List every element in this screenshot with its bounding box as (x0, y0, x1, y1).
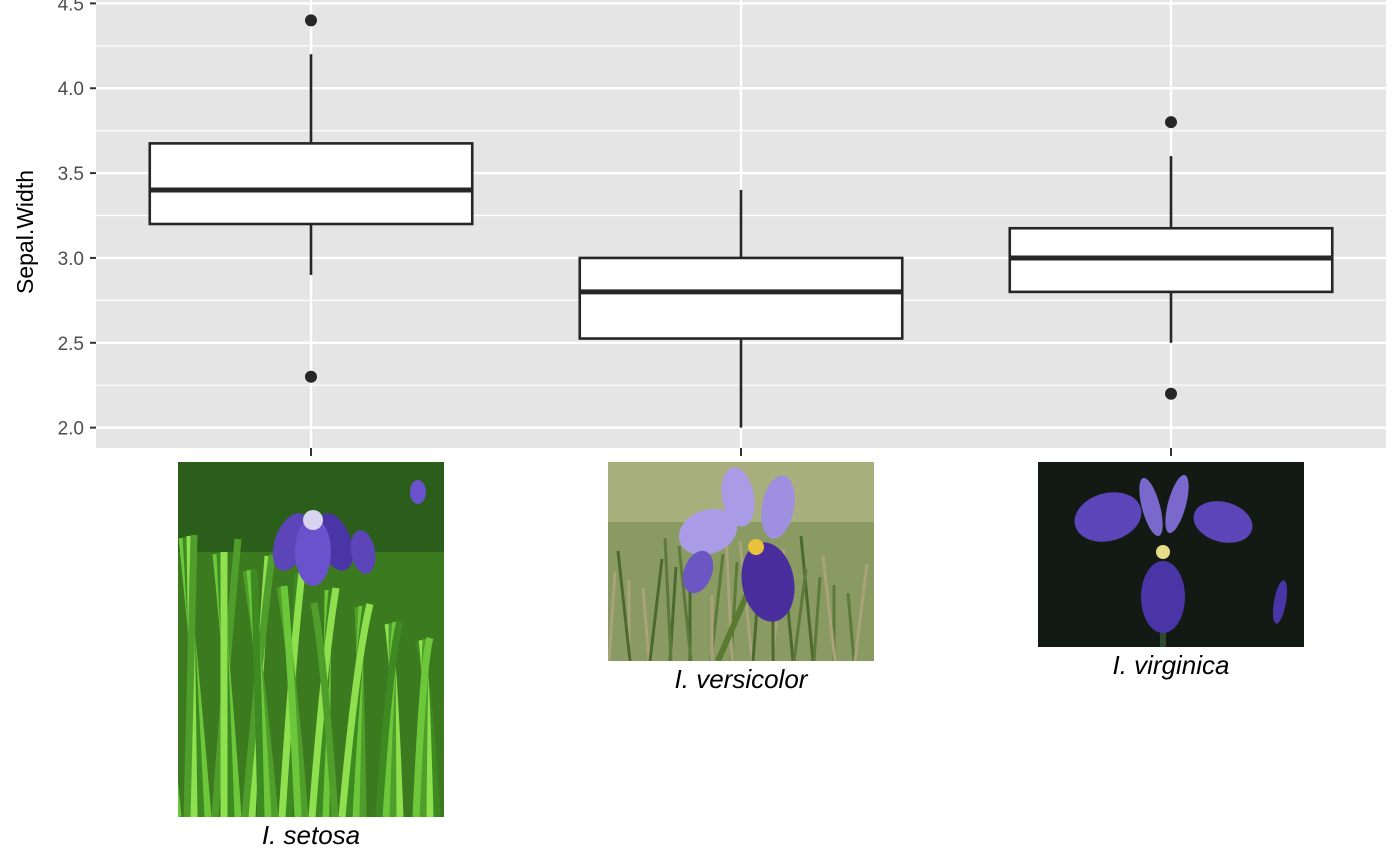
grass-blade (375, 620, 404, 817)
petal (682, 550, 714, 594)
petal (295, 518, 331, 586)
y-tick-label: 3.0 (58, 249, 84, 270)
y-tick-label: 4.0 (58, 79, 84, 100)
x-axis (310, 448, 1172, 456)
grass-blade (183, 534, 198, 817)
category-label-versicolor: I. versicolor (675, 664, 809, 694)
petal (1193, 501, 1253, 543)
iris-versicolor-photo (608, 462, 874, 661)
box-setosa (148, 14, 474, 383)
grass-blade (310, 602, 339, 817)
y-axis-title: Sepal.Width (12, 170, 38, 294)
box-virginica (1008, 116, 1334, 400)
grass-blade (250, 568, 265, 817)
grass-blade (178, 780, 182, 817)
y-tick-label: 2.5 (58, 334, 84, 355)
y-axis: 2.0 2.5 3.0 3.5 4.0 4.5 (58, 0, 96, 440)
flower-center (1156, 545, 1170, 559)
petal (721, 467, 755, 527)
grass-blade (648, 558, 664, 661)
iris-setosa-photo (178, 462, 444, 817)
grass-blade (724, 532, 734, 661)
grass-blade (641, 587, 651, 661)
grass-blade (846, 592, 856, 661)
flower-center (303, 510, 323, 530)
grass-blade (412, 637, 434, 817)
petal (1074, 492, 1142, 542)
grass-blade (799, 535, 815, 661)
boxes (148, 14, 1334, 428)
category-labels: I. setosa I. versicolor I. virginica (262, 650, 1230, 850)
flower-center (748, 539, 764, 555)
petal (761, 475, 795, 539)
petal (1272, 580, 1288, 624)
grass-blade (853, 563, 869, 661)
petal (678, 508, 738, 556)
grass-blade (280, 585, 302, 817)
iris-virginica-photo (1038, 462, 1304, 647)
category-label-virginica: I. virginica (1112, 650, 1229, 680)
y-tick-label: 4.5 (58, 0, 84, 15)
petal (1139, 477, 1163, 537)
box-versicolor (578, 190, 904, 428)
box-iqr (578, 256, 904, 340)
outlier-point (305, 14, 317, 27)
y-tick-label: 2.0 (58, 419, 84, 440)
petal (410, 480, 426, 504)
grass-blade (608, 653, 610, 661)
outlier-point (1165, 116, 1177, 129)
grass-blade (812, 576, 822, 661)
petal (350, 530, 376, 574)
category-label-setosa: I. setosa (262, 820, 360, 850)
petal (1165, 474, 1189, 534)
box-iqr (148, 142, 474, 226)
grass-blade (616, 550, 632, 661)
petal (1141, 561, 1185, 633)
stem (715, 590, 751, 661)
grass-blade (792, 568, 808, 661)
outlier-point (1165, 387, 1177, 400)
grass-blade (821, 555, 837, 661)
grass-blade (608, 571, 617, 661)
y-tick-label: 3.5 (58, 164, 84, 185)
grass-blade (663, 537, 673, 661)
grass-blade (677, 545, 693, 661)
petal (741, 542, 795, 622)
grass-blade (338, 603, 374, 817)
outlier-point (305, 370, 317, 383)
iris-photos (178, 462, 1304, 817)
